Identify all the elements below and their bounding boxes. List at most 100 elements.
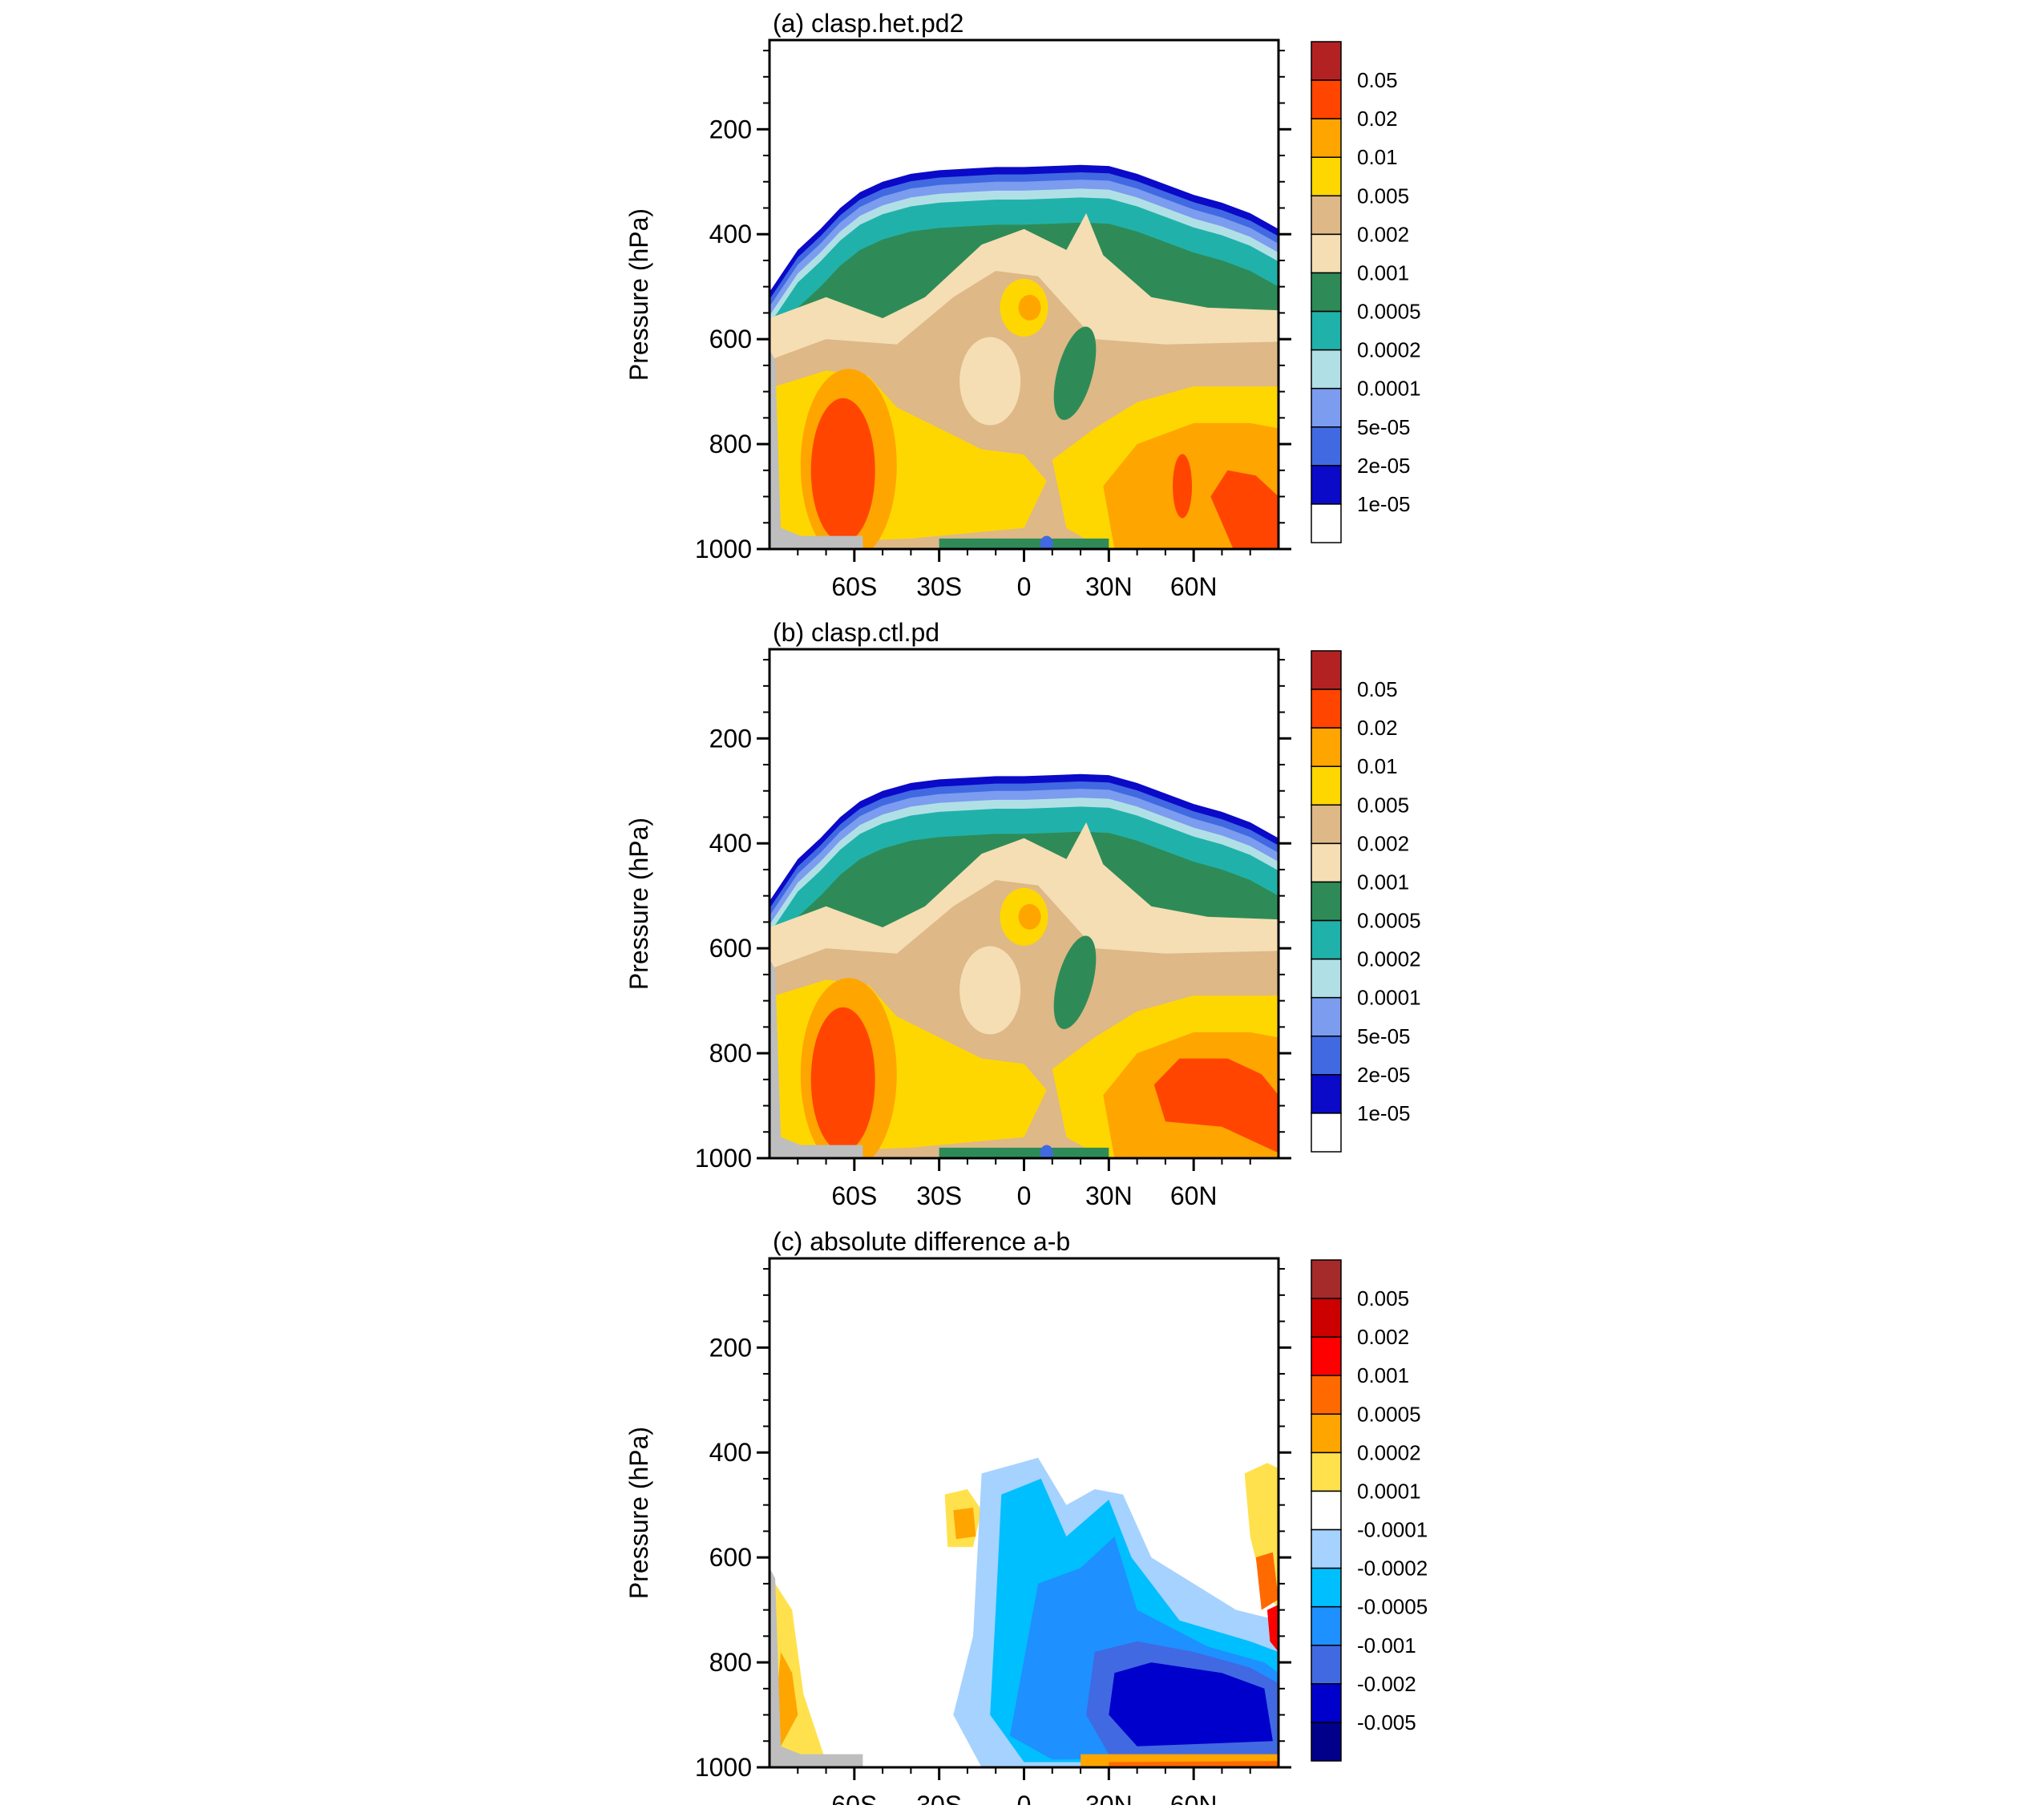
colorbar-box <box>1311 195 1342 236</box>
x-tick-label: 30S <box>916 572 962 601</box>
colorbar-box <box>1311 1567 1342 1608</box>
y-tick-label: 1000 <box>695 535 752 563</box>
y-tick-label: 400 <box>709 1438 752 1467</box>
colorbar-label: 0.005 <box>1357 1286 1409 1310</box>
missing-data-mask <box>770 959 863 1158</box>
colorbar-label: -0.0002 <box>1357 1557 1428 1581</box>
colorbar-label: 1e-05 <box>1357 492 1411 516</box>
contour-band <box>1109 1761 1279 1767</box>
contour-band <box>959 946 1021 1035</box>
y-axis-label: Pressure (hPa) <box>624 1427 653 1599</box>
colorbar-label: 0.0001 <box>1357 1479 1421 1503</box>
colorbar-box <box>1311 919 1342 960</box>
contour-field <box>770 164 1279 549</box>
contour-band <box>1018 903 1041 930</box>
colorbar-box <box>1311 387 1342 428</box>
colorbar-box <box>1311 1112 1342 1153</box>
x-tick-label: 30N <box>1085 1791 1133 1805</box>
colorbar-box <box>1311 1413 1342 1454</box>
colorbar-label: 0.0001 <box>1357 986 1421 1010</box>
colorbar-label: 0.005 <box>1357 793 1409 817</box>
contour-band <box>1266 1605 1279 1652</box>
colorbar-label: 0.01 <box>1357 145 1398 169</box>
colorbar-label: 0.002 <box>1357 1325 1409 1349</box>
contour-band <box>810 1007 875 1152</box>
colorbar-label: 5e-05 <box>1357 1024 1411 1048</box>
colorbar-box <box>1311 349 1342 390</box>
colorbar-box <box>1311 1683 1342 1723</box>
colorbar-box <box>1311 1722 1342 1762</box>
colorbar-box <box>1311 650 1342 690</box>
colorbar-box <box>1311 1605 1342 1646</box>
colorbar-box <box>1311 1074 1342 1114</box>
colorbar-box <box>1311 1036 1342 1076</box>
colorbar-box <box>1311 1452 1342 1492</box>
x-tick-label: 30N <box>1085 1181 1133 1210</box>
panel-title: (c) absolute difference a-b <box>773 1227 1070 1256</box>
x-tick-label: 60S <box>831 1181 877 1210</box>
contour-band <box>1153 1058 1279 1153</box>
x-tick-label: 60S <box>831 572 877 601</box>
colorbar-box <box>1311 465 1342 505</box>
contour-band <box>939 538 1109 549</box>
colorbar-label: -0.0005 <box>1357 1595 1428 1619</box>
panel-title: (a) clasp.het.pd2 <box>773 9 963 38</box>
contour-band <box>1210 470 1279 549</box>
colorbar-box <box>1311 233 1342 274</box>
colorbar-label: 0.002 <box>1357 831 1409 855</box>
panel-2: (c) absolute difference a-b 200 400 600 800 1… <box>624 1227 1428 1809</box>
colorbar-label: 0.001 <box>1357 1363 1409 1387</box>
contour-band <box>1018 294 1041 321</box>
colorbar-box <box>1311 688 1342 729</box>
x-tick-label: 0 <box>1017 1181 1032 1210</box>
colorbar-box <box>1311 1528 1342 1569</box>
colorbar-box <box>1311 727 1342 767</box>
colorbar-label: 2e-05 <box>1357 1063 1411 1087</box>
y-tick-label: 600 <box>709 1543 752 1572</box>
colorbar-label: 0.0001 <box>1357 377 1421 401</box>
colorbar-box <box>1311 79 1342 119</box>
colorbar-label: 0.0005 <box>1357 1402 1421 1426</box>
colorbar-box <box>1311 1375 1342 1415</box>
contour-band <box>939 1147 1109 1158</box>
y-tick-label: 800 <box>709 430 752 458</box>
colorbar-label: -0.001 <box>1357 1633 1416 1658</box>
colorbar-label: 0.002 <box>1357 222 1409 246</box>
colorbar-label: 0.05 <box>1357 677 1398 701</box>
colorbar-box <box>1311 1298 1342 1338</box>
colorbar-label: -0.0001 <box>1357 1518 1428 1542</box>
contour-band <box>1053 326 1097 420</box>
contour-band <box>1053 935 1097 1029</box>
missing-data-mask <box>770 349 863 549</box>
colorbar-box <box>1311 41 1342 81</box>
colorbar-box <box>1311 1259 1342 1299</box>
y-tick-label: 400 <box>709 829 752 858</box>
colorbar-label: 0.0005 <box>1357 909 1421 933</box>
contour-field <box>770 773 1279 1158</box>
panel-title: (b) clasp.ctl.pd <box>773 618 939 647</box>
contour-band <box>810 398 875 543</box>
x-tick-label: 30S <box>916 1791 962 1805</box>
contour-field <box>770 1457 1279 1767</box>
colorbar-label: 0.0002 <box>1357 1440 1421 1464</box>
x-tick-label: 0 <box>1017 1791 1032 1805</box>
colorbar-box <box>1311 804 1342 845</box>
colorbar-box <box>1311 996 1342 1037</box>
colorbar-box <box>1311 1336 1342 1376</box>
contour-band <box>1255 1552 1279 1610</box>
contour-band <box>775 1652 798 1746</box>
contour-band <box>1040 1145 1053 1158</box>
contour-band <box>953 1508 976 1540</box>
colorbar-box <box>1311 503 1342 543</box>
y-tick-label: 400 <box>709 220 752 248</box>
missing-data-mask <box>770 1568 863 1767</box>
y-tick-label: 600 <box>709 934 752 963</box>
colorbar-label: 5e-05 <box>1357 415 1411 439</box>
x-tick-label: 30N <box>1085 572 1133 601</box>
colorbar-label: -0.002 <box>1357 1672 1416 1696</box>
colorbar-box <box>1311 426 1342 466</box>
colorbar-box <box>1311 156 1342 197</box>
colorbar-box <box>1311 310 1342 351</box>
colorbar-box <box>1311 272 1342 313</box>
